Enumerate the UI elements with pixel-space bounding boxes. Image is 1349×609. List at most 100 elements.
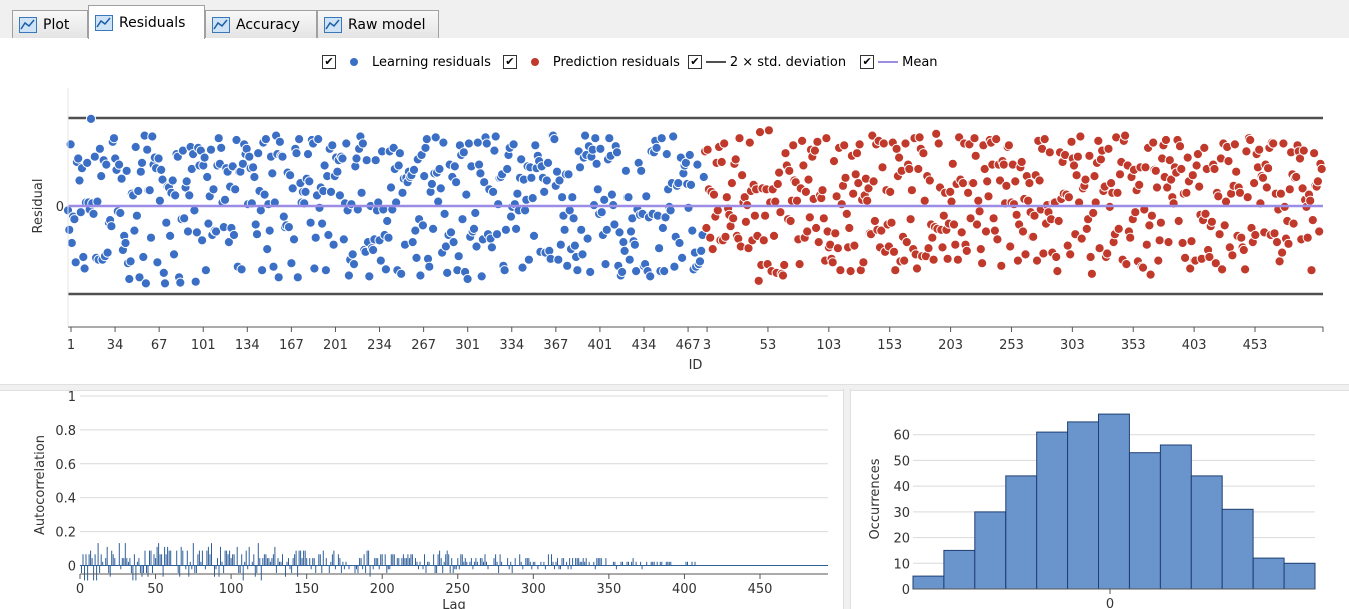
legend-item-learning[interactable]: ✔ Learning residuals bbox=[322, 55, 491, 70]
prediction-point bbox=[701, 222, 712, 234]
prediction-point bbox=[979, 163, 990, 175]
learning-point bbox=[182, 226, 194, 237]
learning-point bbox=[343, 270, 354, 281]
tab-residuals[interactable]: Residuals bbox=[88, 5, 205, 39]
x-tick-label: 367 bbox=[543, 338, 568, 353]
prediction-point bbox=[1231, 166, 1242, 177]
learning-point bbox=[69, 214, 80, 225]
prediction-point bbox=[832, 243, 844, 254]
learning-point bbox=[181, 176, 192, 187]
learning-point bbox=[601, 224, 612, 235]
learning-point bbox=[645, 271, 656, 282]
y-tick-label: 40 bbox=[893, 480, 910, 495]
prediction-point bbox=[839, 140, 850, 151]
learning-point bbox=[101, 159, 112, 170]
prediction-point bbox=[975, 244, 986, 255]
prediction-point bbox=[1072, 151, 1084, 162]
learning-point bbox=[313, 134, 324, 145]
horizontal-splitter[interactable] bbox=[0, 384, 1349, 391]
learning-point bbox=[370, 155, 381, 166]
learning-point bbox=[430, 132, 441, 143]
x-tick-label: 150 bbox=[294, 582, 319, 597]
y-tick-label: 0 bbox=[68, 560, 76, 575]
dot-icon bbox=[350, 58, 358, 66]
y-tick-label: 60 bbox=[893, 429, 910, 444]
prediction-point bbox=[937, 242, 948, 253]
learning-point bbox=[539, 186, 550, 198]
learning-point bbox=[285, 170, 296, 181]
learning-point bbox=[260, 134, 271, 145]
learning-point bbox=[205, 144, 217, 155]
x-tick-label: 400 bbox=[672, 582, 697, 597]
prediction-point bbox=[1192, 149, 1204, 160]
prediction-point bbox=[844, 222, 855, 234]
learning-point bbox=[527, 193, 538, 204]
prediction-point bbox=[869, 215, 881, 227]
checkbox-prediction[interactable]: ✔ bbox=[502, 55, 517, 69]
prediction-point bbox=[1199, 142, 1210, 154]
learning-point bbox=[462, 273, 473, 285]
tab-raw-model[interactable]: Raw model bbox=[317, 10, 439, 38]
learning-point bbox=[683, 202, 694, 213]
histogram-bar bbox=[1190, 475, 1223, 590]
x-tick-label: 134 bbox=[235, 338, 260, 353]
checkbox-learning[interactable]: ✔ bbox=[322, 55, 336, 69]
prediction-point bbox=[1016, 156, 1027, 168]
legend-item-mean[interactable]: ✔ Mean bbox=[860, 55, 938, 70]
learning-point bbox=[309, 263, 320, 274]
legend-item-prediction[interactable]: ✔ Prediction residuals bbox=[502, 55, 680, 70]
prediction-point bbox=[754, 127, 766, 138]
learning-point bbox=[508, 139, 519, 150]
learning-point bbox=[288, 234, 300, 245]
prediction-point bbox=[923, 243, 934, 254]
prediction-point bbox=[1095, 154, 1107, 165]
histogram-bar bbox=[1129, 452, 1161, 590]
legend-item-std[interactable]: ✔ 2 × std. deviation bbox=[687, 55, 846, 70]
learning-point bbox=[660, 212, 671, 223]
learning-point bbox=[542, 157, 554, 169]
learning-point bbox=[328, 239, 339, 250]
prediction-point bbox=[1227, 250, 1238, 261]
vertical-splitter[interactable] bbox=[843, 389, 851, 609]
x-tick-label: 403 bbox=[1182, 338, 1207, 353]
y-tick-label: 0.2 bbox=[55, 526, 76, 541]
learning-point bbox=[361, 155, 372, 166]
y-tick-label: 0.4 bbox=[55, 492, 76, 507]
learning-point bbox=[419, 171, 430, 182]
prediction-point bbox=[1114, 169, 1126, 180]
learning-point bbox=[334, 190, 345, 201]
learning-point bbox=[230, 184, 241, 195]
learning-point bbox=[294, 134, 305, 145]
prediction-point bbox=[1309, 148, 1320, 159]
prediction-point bbox=[1121, 259, 1132, 270]
learning-point bbox=[557, 192, 568, 203]
prediction-point bbox=[1302, 232, 1313, 243]
prediction-point bbox=[982, 176, 993, 187]
learning-point bbox=[624, 254, 635, 265]
prediction-point bbox=[1187, 170, 1198, 181]
y-axis-label: Occurrences bbox=[868, 458, 883, 539]
tab-accuracy[interactable]: Accuracy bbox=[205, 10, 317, 38]
checkbox-mean[interactable]: ✔ bbox=[860, 55, 875, 69]
learning-point bbox=[223, 237, 234, 248]
prediction-point bbox=[1011, 209, 1022, 220]
prediction-point bbox=[918, 148, 929, 159]
y-axis-label: Residual bbox=[31, 179, 46, 234]
prediction-point bbox=[1008, 199, 1020, 210]
learning-point bbox=[428, 223, 439, 234]
learning-point bbox=[407, 237, 418, 248]
x-tick-label: 3 bbox=[703, 338, 711, 353]
learning-point bbox=[319, 160, 330, 171]
prediction-point bbox=[1229, 139, 1241, 150]
learning-point bbox=[304, 176, 315, 187]
tab-plot[interactable]: Plot bbox=[12, 10, 88, 38]
learning-point bbox=[267, 168, 278, 179]
learning-point bbox=[619, 245, 630, 256]
x-tick-label: 467 bbox=[676, 338, 701, 353]
checkbox-std[interactable]: ✔ bbox=[687, 55, 702, 69]
prediction-point bbox=[991, 134, 1002, 145]
prediction-point bbox=[1024, 178, 1035, 189]
prediction-point bbox=[836, 199, 847, 210]
learning-point bbox=[357, 138, 368, 149]
